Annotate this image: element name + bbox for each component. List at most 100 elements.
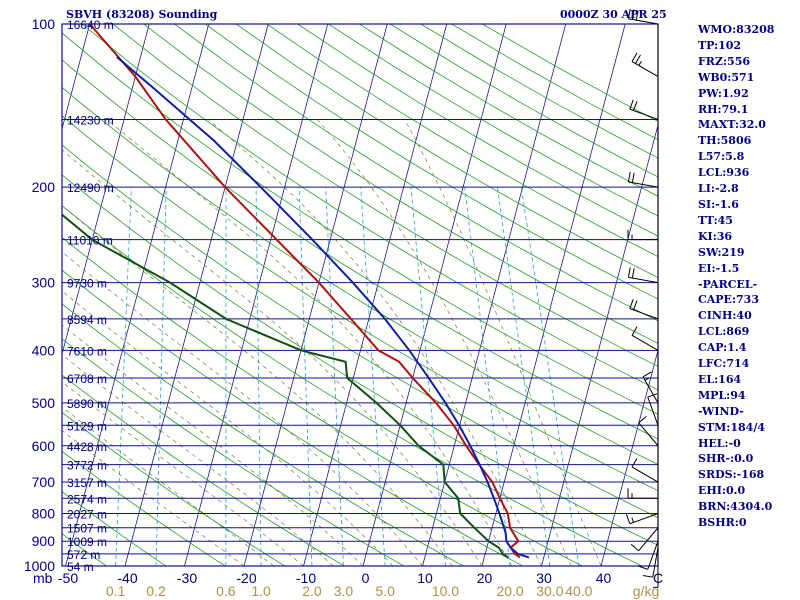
height-label: 54 m [67,560,94,574]
height-label: 572 m [67,548,100,562]
index-item: EI:-1.5 [698,261,740,275]
moist-adiabat [62,205,453,566]
wind-barb [653,557,659,588]
index-item: CAP:1.4 [698,341,747,355]
wind-barb [638,541,659,570]
wind-barb [631,458,659,483]
index-item: LCL:936 [698,166,750,180]
height-label: 5890 m [67,397,107,411]
moist-adiabat [316,119,572,566]
pressure-tick-label: 900 [32,533,56,549]
height-label: 16640 m [67,18,114,32]
index-item: SHR-:0.0 [698,452,754,466]
mixing-ratio-line [325,187,344,566]
index-item: TH:5806 [698,134,752,148]
moist-adiabat [106,119,513,566]
pressure-tick-label: 700 [32,474,56,490]
isotherm [124,24,269,566]
temperature-tick-label: -50 [58,570,78,586]
isotherm [243,24,388,566]
height-label: 2027 m [67,507,107,521]
wind-barb [625,513,659,525]
isotherm [62,24,150,356]
temperature-tick-label: -30 [177,570,197,586]
height-label: 1009 m [67,535,107,549]
wind-barb [627,267,659,284]
isotherm [481,24,626,566]
height-label: 1507 m [67,522,107,536]
index-item: EHI:0.0 [698,484,746,498]
dewpoint-profile [62,213,509,559]
index-item: -PARCEL- [698,277,758,291]
temperature-tick-label: 20 [477,570,493,586]
isotherm [62,24,91,131]
isotherm [184,24,329,566]
index-item: LI:-2.8 [698,182,739,196]
index-item: MAXT:32.0 [698,118,766,132]
height-label: 2574 m [67,492,107,506]
mixing-ratio-line [155,187,167,566]
plot-area [62,24,658,566]
sounding-time: 0000Z 30 APR 25 [560,8,667,21]
moist-adiabat [62,251,423,566]
moist-adiabat [62,430,245,566]
height-label: 11010 m [67,234,113,248]
temperature-tick-label: 0 [362,570,370,586]
isotherm [541,123,658,566]
index-item: KI:36 [698,229,733,243]
wind-barb [642,371,659,404]
wind-barb [629,99,659,120]
mixing-ratio-label: 30.0 [536,583,563,599]
indices-panel: WMO:83208 TP:102 FRZ:556 WB0:571 PW:1.92 RH:7… [698,22,798,531]
mixing-ratio-label: 2.0 [302,583,322,599]
mixing-ratio-line [360,187,386,566]
index-item: WB0:571 [698,70,755,84]
mixing-ratio-label: 1.0 [251,583,271,599]
wind-barb [631,52,659,77]
moist-adiabat [62,290,394,566]
wind-barb [630,527,659,552]
height-label: 3772 m [67,459,107,473]
station-title: SBVH (83208) Sounding [66,8,218,21]
mixing-ratio-line [115,187,132,566]
index-item: SRDS:-168 [698,468,765,482]
mixing-ratio-units: g/kg [633,583,659,599]
height-label: 14230 m [67,113,114,127]
isotherm [303,24,448,566]
wind-barb [629,299,659,320]
index-item: RH:79.1 [698,102,749,116]
mixing-ratio-label: 0.6 [216,583,236,599]
mixing-ratio-line [464,187,511,566]
dry-adiabat [62,338,404,566]
pressure-tick-label: 400 [32,342,56,358]
temperature-tick-label: -10 [296,570,316,586]
height-label: 6708 m [67,372,107,386]
index-item: LCL:869 [698,325,750,339]
index-item: TT:45 [698,213,733,227]
index-item: L57:5.8 [698,150,745,164]
mixing-ratio-label: 3.0 [334,583,354,599]
temperature-tick-label: 10 [417,570,433,586]
height-label: 4428 m [67,440,107,454]
index-item: LFC:714 [698,357,750,371]
pressure-tick-label: 100 [32,16,56,32]
dry-adiabat [112,24,658,367]
index-item: TP:102 [698,38,742,52]
moist-adiabat [62,406,275,566]
index-item: PW:1.92 [698,86,749,100]
temperature-tick-label: -20 [236,570,256,586]
height-label: 9730 m [67,277,107,291]
dry-adiabat [62,86,658,465]
mixing-ratio-label: 10.0 [432,583,459,599]
mixing-ratio-label: 5.0 [375,583,395,599]
wind-barb [627,488,658,499]
moist-adiabat [62,324,364,566]
pressure-tick-label: 600 [32,438,56,454]
wind-barb [631,326,659,351]
mixing-ratio-line [255,187,262,566]
index-item: -WIND- [698,404,744,418]
pressure-tick-label: 1000 [24,558,55,574]
pressure-tick-label: 500 [32,395,56,411]
pressure-axis-label: mb [33,570,53,586]
